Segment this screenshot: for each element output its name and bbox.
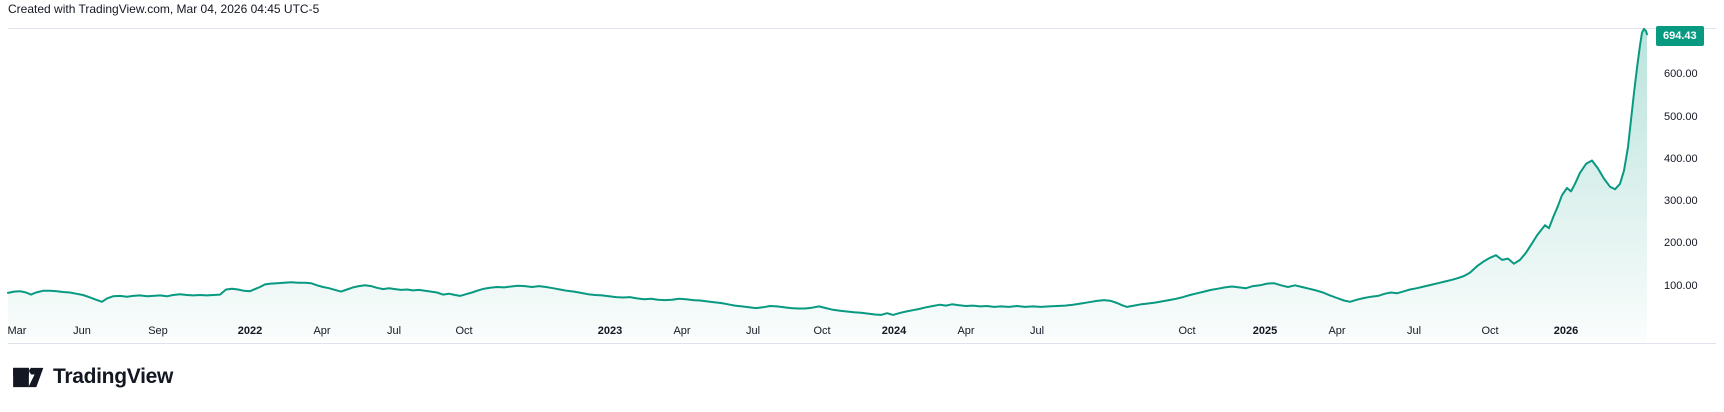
y-tick-label: 100.00	[1664, 279, 1698, 292]
x-tick-label: Apr	[1328, 325, 1346, 337]
x-tick-label: Apr	[313, 325, 331, 337]
x-tick-label: Mar	[7, 325, 27, 337]
x-tick-label: Oct	[455, 325, 473, 337]
x-tick-label: Oct	[1481, 325, 1499, 337]
x-tick-label: Jul	[1406, 325, 1422, 337]
chart-top-border	[8, 28, 1716, 29]
x-tick-label: Oct	[1178, 325, 1196, 337]
x-tick-label: 2025	[1252, 325, 1278, 337]
x-tick-label: Jul	[1029, 325, 1045, 337]
attribution-text: Created with TradingView.com, Mar 04, 20…	[8, 2, 320, 16]
x-tick-label: 2026	[1553, 325, 1579, 337]
y-tick-label: 500.00	[1664, 110, 1698, 123]
x-tick-label: Jul	[386, 325, 402, 337]
x-tick-label: 2023	[597, 325, 623, 337]
tradingview-logo[interactable]: TradingView	[12, 365, 173, 389]
x-tick-label: Oct	[813, 325, 831, 337]
x-tick-label: 2022	[237, 325, 263, 337]
x-tick-label: Apr	[957, 325, 975, 337]
price-area-fill	[8, 28, 1647, 342]
last-price-badge: 694.43	[1656, 26, 1704, 46]
tradingview-logo-icon	[12, 367, 44, 388]
chart-bottom-border	[8, 343, 1716, 344]
y-tick-label: 600.00	[1664, 68, 1698, 81]
price-line	[7, 27, 1648, 316]
x-tick-label: Apr	[673, 325, 691, 337]
y-tick-label: 400.00	[1664, 152, 1698, 165]
y-tick-label: 300.00	[1664, 195, 1698, 208]
tradingview-wordmark: TradingView	[53, 365, 174, 388]
x-tick-label: 2024	[881, 325, 907, 337]
y-tick-label: 200.00	[1664, 237, 1698, 250]
x-tick-label: Sep	[148, 325, 168, 337]
x-tick-label: Jun	[73, 325, 91, 337]
x-tick-label: Jul	[745, 325, 761, 337]
